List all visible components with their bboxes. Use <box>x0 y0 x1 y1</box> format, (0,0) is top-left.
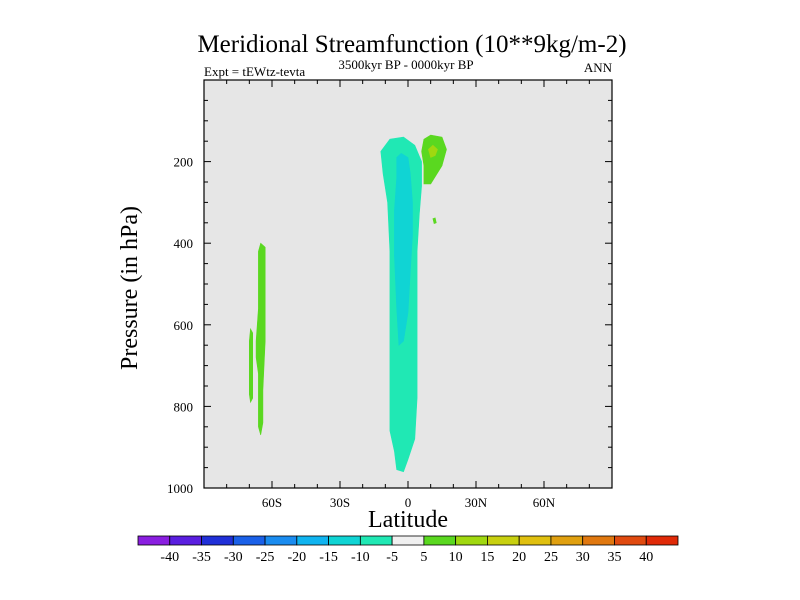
colorbar-swatch <box>518 535 552 546</box>
y-tick-label: 800 <box>174 399 194 414</box>
colorbar-swatch <box>582 535 615 546</box>
colorbar-swatch <box>169 535 202 546</box>
y-axis: 200 400 600 800 1000 <box>167 99 612 496</box>
y-axis-label: Pressure (in hPa) <box>117 206 143 370</box>
southern-positive-sliver <box>249 327 253 404</box>
colorbar-swatch <box>614 535 647 546</box>
colorbar-label: 20 <box>512 550 526 565</box>
colorbar-swatch <box>455 535 488 546</box>
colorbar-label: 25 <box>544 550 558 565</box>
colorbar-label: 30 <box>576 550 590 565</box>
colorbar-label: 15 <box>480 550 494 565</box>
y-tick-label: 400 <box>174 236 194 251</box>
colorbar-label: 10 <box>449 550 463 565</box>
chart-title: Meridional Streamfunction (10**9kg/m-2) <box>197 31 626 58</box>
x-axis-label: Latitude <box>368 507 448 533</box>
time-range-label: 3500kyr BP - 0000kyr BP <box>338 57 473 72</box>
x-tick-label: 30N <box>465 495 488 510</box>
y-tick-label: 600 <box>174 318 194 333</box>
colorbar-label: -15 <box>319 550 338 565</box>
colorbar-label: -20 <box>287 550 306 565</box>
colorbar-swatch <box>550 535 584 546</box>
colorbar-label: -10 <box>351 550 370 565</box>
colorbar-swatch <box>232 535 266 546</box>
y-tick-label: 1000 <box>167 481 193 496</box>
colorbar-swatch <box>391 535 425 546</box>
colorbar-swatch <box>264 535 298 546</box>
southern-positive-strip <box>255 242 266 436</box>
x-tick-label: 60S <box>262 495 282 510</box>
colorbar-label: -35 <box>192 550 211 565</box>
colorbar-swatch <box>137 535 171 546</box>
contour-regions <box>249 134 447 473</box>
x-tick-label: 0 <box>405 495 412 510</box>
colorbar-swatch <box>328 535 361 546</box>
season-label: ANN <box>584 60 613 75</box>
colorbar-label: 40 <box>639 550 653 565</box>
upper-positive-speck <box>432 217 437 224</box>
y-tick-label: 200 <box>174 155 194 170</box>
tropical-core-band <box>394 153 413 346</box>
colorbar-swatch <box>487 535 520 546</box>
x-axis: 60S 30S 0 30N 60N <box>203 80 613 510</box>
colorbar-label: -40 <box>160 550 179 565</box>
colorbar-swatch <box>359 535 393 546</box>
colorbar-label: 35 <box>607 550 621 565</box>
colorbar-swatch <box>201 535 234 546</box>
upper-positive-core <box>428 144 438 158</box>
x-tick-label: 30S <box>330 495 350 510</box>
colorbar-label: -30 <box>224 550 243 565</box>
colorbar-swatch <box>423 535 457 546</box>
colorbar-label: -5 <box>386 550 398 565</box>
colorbar-swatch <box>645 535 679 546</box>
colorbar-label: 5 <box>420 550 427 565</box>
colorbar: -40 -35 -30 -25 -20 -15 -10 -5 5 10 15 20 25 30 35 40 <box>137 535 679 565</box>
x-tick-label: 60N <box>533 495 556 510</box>
colorbar-label: -25 <box>256 550 275 565</box>
experiment-label: Expt = tEWtz-tevta <box>204 64 305 79</box>
colorbar-swatch <box>296 535 329 546</box>
upper-positive-cell <box>421 134 447 185</box>
